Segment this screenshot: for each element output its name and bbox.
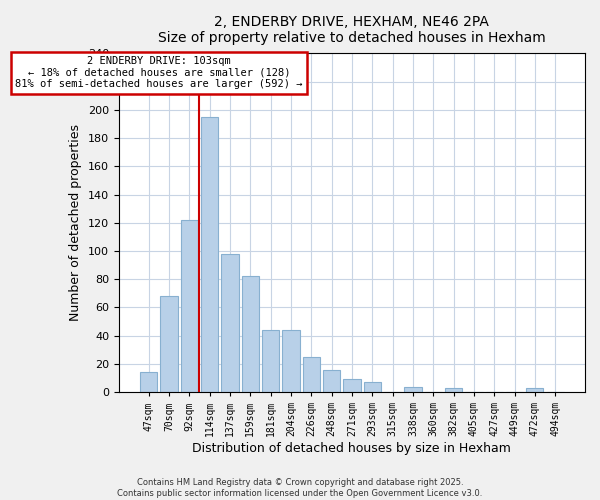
Bar bbox=[221, 254, 239, 392]
Bar bbox=[201, 117, 218, 392]
Bar bbox=[242, 276, 259, 392]
Bar bbox=[262, 330, 279, 392]
Bar bbox=[283, 330, 299, 392]
Bar bbox=[140, 372, 157, 392]
Bar bbox=[302, 357, 320, 392]
Bar bbox=[181, 220, 198, 392]
Text: 2 ENDERBY DRIVE: 103sqm
← 18% of detached houses are smaller (128)
81% of semi-d: 2 ENDERBY DRIVE: 103sqm ← 18% of detache… bbox=[15, 56, 302, 90]
Bar bbox=[364, 382, 381, 392]
Bar bbox=[404, 386, 422, 392]
Bar bbox=[445, 388, 462, 392]
Y-axis label: Number of detached properties: Number of detached properties bbox=[70, 124, 82, 321]
X-axis label: Distribution of detached houses by size in Hexham: Distribution of detached houses by size … bbox=[193, 442, 511, 455]
Text: Contains HM Land Registry data © Crown copyright and database right 2025.
Contai: Contains HM Land Registry data © Crown c… bbox=[118, 478, 482, 498]
Bar bbox=[160, 296, 178, 392]
Bar bbox=[526, 388, 544, 392]
Bar bbox=[343, 380, 361, 392]
Bar bbox=[323, 370, 340, 392]
Title: 2, ENDERBY DRIVE, HEXHAM, NE46 2PA
Size of property relative to detached houses : 2, ENDERBY DRIVE, HEXHAM, NE46 2PA Size … bbox=[158, 15, 546, 45]
